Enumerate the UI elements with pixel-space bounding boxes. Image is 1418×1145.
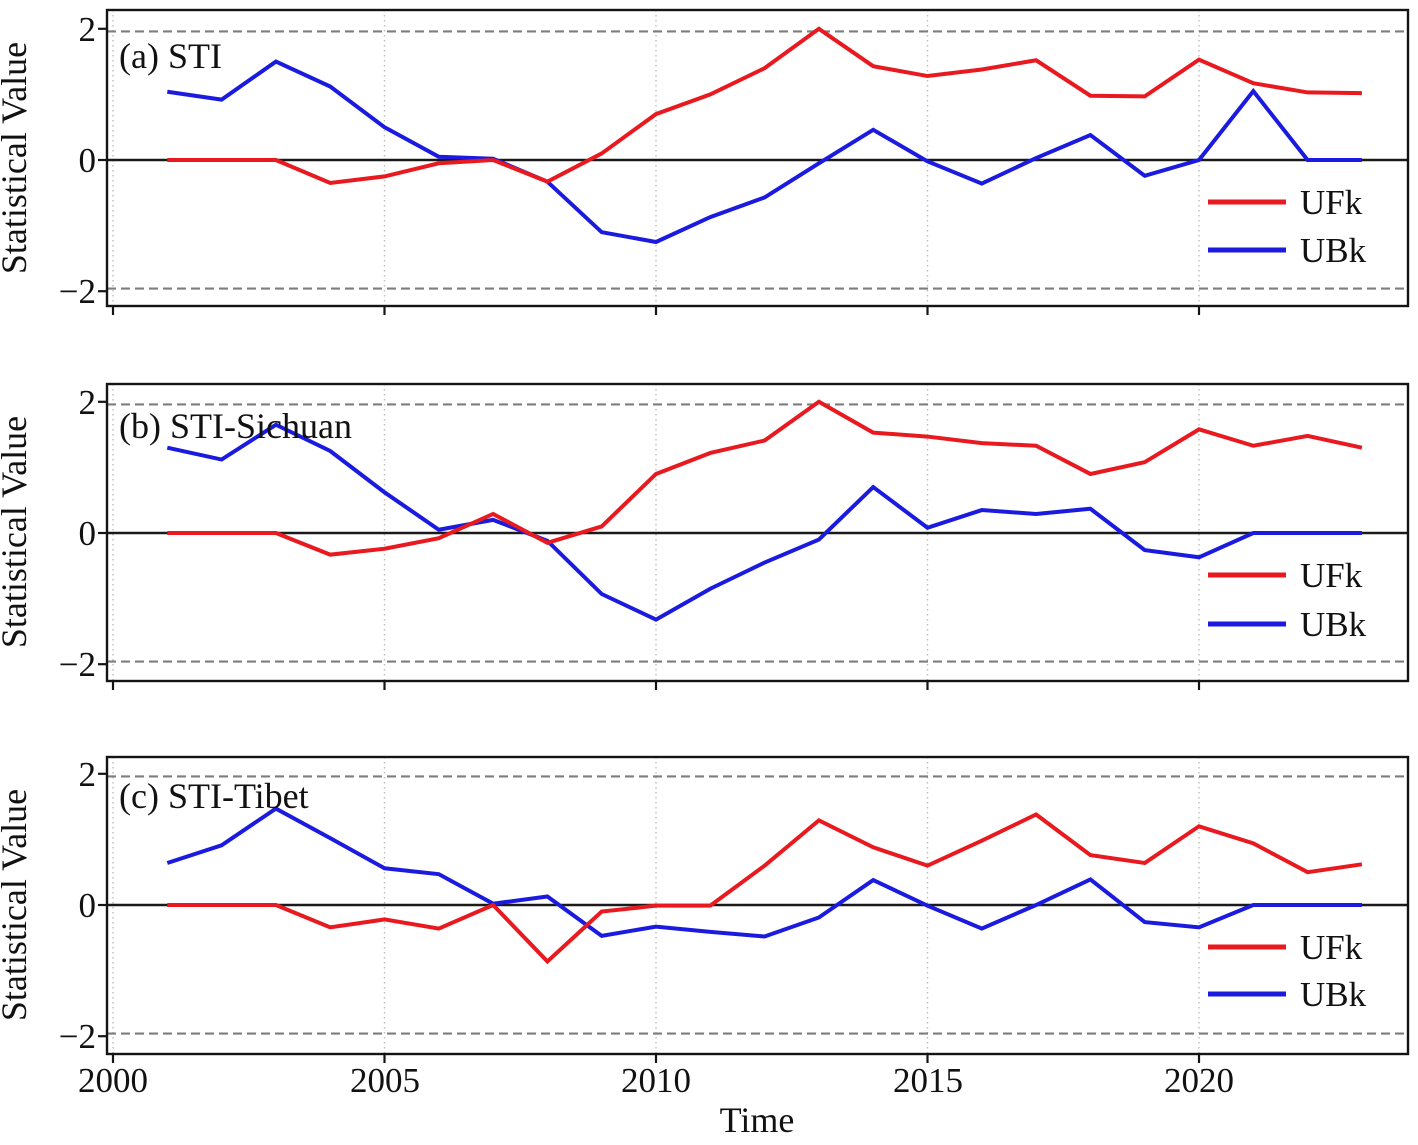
x-tick-2000: 2000 — [78, 1061, 148, 1100]
y-tick-a-2: 2 — [79, 10, 97, 49]
x-tick-2005: 2005 — [350, 1061, 420, 1100]
y-tick-c-2: 2 — [79, 755, 97, 794]
panel-c-title: (c) STI-Tibet — [119, 776, 309, 816]
y-tick-a-neg2: −2 — [59, 272, 96, 311]
x-tick-2015: 2015 — [893, 1061, 963, 1100]
series-line-ufk — [167, 812, 1363, 965]
legend-panel-b: UFk UBk — [1208, 556, 1367, 644]
y-axis-label-b: Statistical Value — [0, 416, 34, 648]
legend-panel-a: UFk UBk — [1208, 183, 1367, 270]
legend-ubk-label: UBk — [1300, 231, 1367, 270]
panel-a-title: (a) STI — [119, 36, 222, 76]
legend-ubk-label: UBk — [1300, 975, 1367, 1014]
y-tick-b-neg2: −2 — [59, 645, 96, 684]
y-axis-label-c: Statistical Value — [0, 789, 34, 1021]
x-tick-2020: 2020 — [1164, 1061, 1234, 1100]
legend-ufk-label: UFk — [1300, 183, 1363, 222]
legend-ufk-label: UFk — [1300, 556, 1363, 595]
series-line-ubk — [166, 422, 1362, 622]
x-tick-2010: 2010 — [621, 1061, 691, 1100]
x-axis-label: Time — [720, 1100, 795, 1140]
y-axis-label-a: Statistical Value — [0, 42, 34, 274]
y-tick-b-2: 2 — [79, 383, 97, 422]
panel-b-plot — [98, 382, 1410, 690]
panel-a-plot — [98, 8, 1410, 315]
legend-panel-c: UFk UBk — [1208, 928, 1367, 1014]
series-line-ubk — [166, 806, 1362, 939]
series-line-ufk — [167, 399, 1363, 557]
y-tick-c-neg2: −2 — [59, 1017, 96, 1056]
panel-c-plot — [98, 755, 1410, 1063]
y-tick-a-0: 0 — [79, 141, 97, 180]
legend-ufk-label: UFk — [1300, 928, 1363, 967]
series-line-ufk — [167, 26, 1362, 186]
legend-ubk-label: UBk — [1300, 605, 1367, 644]
panel-b-title: (b) STI-Sichuan — [119, 406, 352, 446]
series-line-ubk — [167, 59, 1362, 245]
y-tick-c-0: 0 — [79, 886, 97, 925]
y-tick-b-0: 0 — [79, 514, 97, 553]
